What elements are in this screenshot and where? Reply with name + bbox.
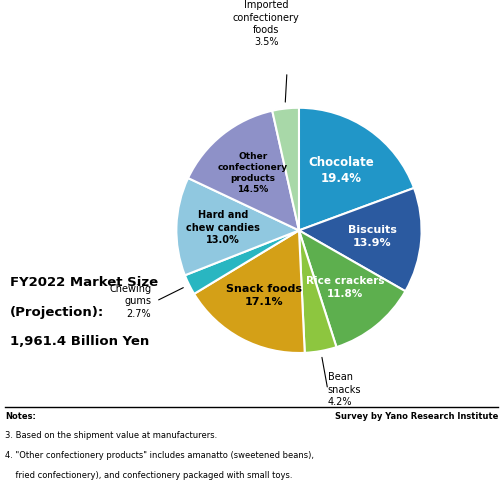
Text: Biscuits
13.9%: Biscuits 13.9% — [348, 225, 397, 247]
Wedge shape — [299, 230, 337, 353]
Text: Notes:: Notes: — [5, 412, 36, 421]
Text: Other
confectionery
products
14.5%: Other confectionery products 14.5% — [218, 152, 288, 194]
Text: 1,961.4 Billion Yen: 1,961.4 Billion Yen — [10, 335, 149, 348]
Text: Imported
confectionery
foods
3.5%: Imported confectionery foods 3.5% — [233, 0, 299, 47]
Text: Hard and
chew candies
13.0%: Hard and chew candies 13.0% — [186, 211, 260, 246]
Wedge shape — [299, 108, 414, 230]
Wedge shape — [185, 230, 299, 294]
Wedge shape — [299, 188, 422, 291]
Text: Chewing
gums
2.7%: Chewing gums 2.7% — [109, 283, 151, 318]
Text: (Projection):: (Projection): — [10, 306, 104, 318]
Wedge shape — [188, 111, 299, 230]
Text: Snack foods
17.1%: Snack foods 17.1% — [226, 284, 302, 307]
Text: fried confectionery), and confectionery packaged with small toys.: fried confectionery), and confectionery … — [5, 471, 293, 480]
Text: FY2022 Market Size: FY2022 Market Size — [10, 276, 158, 289]
Text: Survey by Yano Research Institute: Survey by Yano Research Institute — [334, 412, 498, 421]
Wedge shape — [194, 230, 305, 353]
Text: 4. "Other confectionery products" includes amanatto (sweetened beans),: 4. "Other confectionery products" includ… — [5, 451, 314, 460]
Wedge shape — [272, 108, 299, 230]
Text: Chocolate
19.4%: Chocolate 19.4% — [308, 155, 374, 184]
Wedge shape — [299, 230, 405, 347]
Wedge shape — [177, 178, 299, 275]
Text: Rice crackers
11.8%: Rice crackers 11.8% — [306, 277, 384, 299]
Text: 3. Based on the shipment value at manufacturers.: 3. Based on the shipment value at manufa… — [5, 431, 217, 440]
Text: Bean
snacks
4.2%: Bean snacks 4.2% — [328, 372, 361, 407]
